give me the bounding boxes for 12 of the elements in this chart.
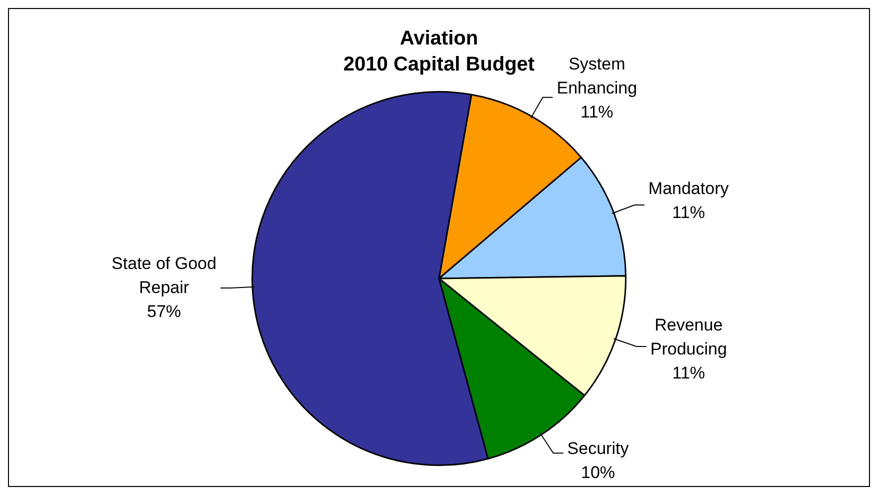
chart-subtitle: 2010 Capital Budget — [343, 54, 535, 76]
data-label: 10% — [580, 463, 616, 482]
slice-label: Security — [567, 439, 630, 458]
data-label: 11% — [672, 203, 705, 222]
data-label: 57% — [146, 302, 182, 322]
slice-label: Revenue Producing — [650, 315, 727, 358]
data-label: 11% — [580, 102, 614, 122]
data-label: 11% — [672, 363, 706, 382]
slice-label: System Enhancing — [556, 54, 638, 98]
chart-title: Aviation — [400, 28, 478, 50]
slice-label: Mandatory — [648, 179, 730, 198]
slice-label: State of Good Repair — [112, 254, 216, 298]
